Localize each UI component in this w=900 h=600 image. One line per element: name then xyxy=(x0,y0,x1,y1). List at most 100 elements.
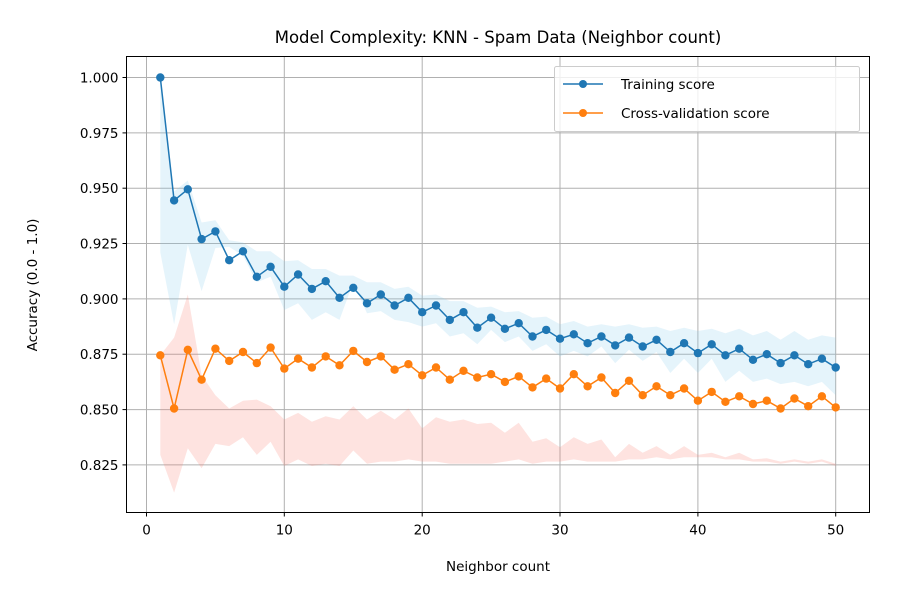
data-point xyxy=(486,313,496,322)
data-point xyxy=(624,333,634,342)
data-point xyxy=(638,342,647,351)
data-point xyxy=(790,394,799,403)
axis-ticks: 0 10 20 30 40 50 0.825 0.850 0.875 0.900 0.925 0.95… xyxy=(80,71,844,539)
data-point xyxy=(238,247,248,256)
data-point xyxy=(418,308,427,317)
y-tick-label: 0.900 xyxy=(80,292,119,308)
data-point xyxy=(500,324,510,333)
data-point xyxy=(156,73,165,82)
data-point xyxy=(473,323,482,332)
data-point xyxy=(831,363,840,372)
data-point xyxy=(197,234,206,244)
data-point xyxy=(693,348,703,358)
data-point xyxy=(238,347,248,357)
legend-marker-training xyxy=(579,80,587,88)
confidence-band-1 xyxy=(160,294,836,493)
data-point xyxy=(693,396,703,405)
legend: Training score Cross-validation score xyxy=(554,66,860,132)
data-point xyxy=(307,284,317,294)
data-point xyxy=(597,373,606,382)
data-point xyxy=(666,347,675,357)
y-tick-label: 0.875 xyxy=(80,347,119,363)
x-tick-label: 20 xyxy=(414,523,431,539)
data-point xyxy=(376,352,385,361)
data-point xyxy=(790,351,799,360)
data-point xyxy=(390,365,399,374)
data-point xyxy=(252,272,261,281)
data-point xyxy=(459,366,468,375)
data-point xyxy=(583,382,592,391)
data-point xyxy=(321,277,330,286)
data-point xyxy=(431,363,441,372)
chart-title: Model Complexity: KNN - Spam Data (Neigh… xyxy=(275,28,722,47)
confidence-bands xyxy=(160,77,836,493)
data-point xyxy=(445,315,454,325)
data-point xyxy=(762,396,771,405)
data-point xyxy=(555,334,565,343)
data-point xyxy=(569,370,578,379)
y-tick-label: 0.850 xyxy=(80,403,119,419)
plot-frame xyxy=(126,56,870,513)
x-tick-label: 10 xyxy=(276,523,293,539)
data-point xyxy=(735,344,744,353)
x-axis-label: Neighbor count xyxy=(446,559,550,575)
data-point xyxy=(776,404,785,413)
data-point xyxy=(817,392,827,401)
data-point xyxy=(390,301,399,310)
data-point xyxy=(817,354,827,363)
data-point xyxy=(831,403,840,412)
data-point xyxy=(252,358,261,368)
x-tick-label: 30 xyxy=(551,523,568,539)
data-point xyxy=(169,196,179,205)
legend-marker-cross-validation xyxy=(579,109,587,117)
data-point xyxy=(459,308,468,317)
data-point xyxy=(542,374,551,383)
data-point xyxy=(555,384,565,393)
legend-label-training: Training score xyxy=(620,77,715,93)
data-point xyxy=(611,388,620,398)
data-point xyxy=(418,371,427,380)
y-tick-label: 0.950 xyxy=(80,181,119,197)
data-point xyxy=(404,360,413,369)
x-tick-label: 0 xyxy=(142,523,151,539)
data-point xyxy=(225,356,234,366)
data-point xyxy=(183,185,192,194)
series-lines xyxy=(156,73,840,413)
data-point xyxy=(307,363,317,372)
data-point xyxy=(748,399,758,409)
data-point xyxy=(666,391,675,400)
data-point xyxy=(362,357,372,367)
data-point xyxy=(473,373,482,382)
data-point xyxy=(293,270,303,279)
grid xyxy=(126,56,870,513)
data-point xyxy=(652,382,661,391)
data-point xyxy=(638,391,647,400)
data-point xyxy=(583,339,592,348)
data-point xyxy=(707,340,716,349)
data-point xyxy=(280,282,289,291)
confidence-band-0 xyxy=(160,77,836,396)
data-point xyxy=(748,355,758,364)
data-point xyxy=(735,392,744,401)
data-point xyxy=(528,383,537,392)
x-tick-label: 50 xyxy=(827,523,844,539)
data-point xyxy=(211,227,220,236)
y-tick-label: 0.825 xyxy=(80,458,119,474)
data-point xyxy=(679,339,689,348)
data-point xyxy=(804,402,813,411)
data-point xyxy=(514,372,523,381)
x-tick-label: 40 xyxy=(689,523,706,539)
legend-box xyxy=(554,66,860,132)
data-point xyxy=(335,293,344,302)
data-point xyxy=(225,256,234,265)
data-point xyxy=(197,375,206,384)
data-point xyxy=(707,387,716,397)
data-point xyxy=(445,375,454,384)
data-point xyxy=(169,404,179,413)
data-point xyxy=(156,351,165,360)
data-point xyxy=(293,354,303,363)
data-point xyxy=(500,377,510,387)
data-point xyxy=(349,283,358,292)
data-point xyxy=(569,330,578,339)
